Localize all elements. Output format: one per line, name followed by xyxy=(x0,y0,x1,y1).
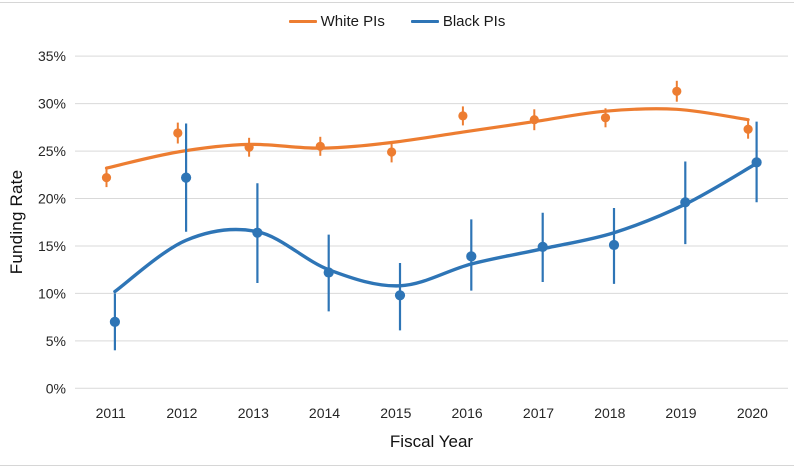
data-point-black-pis-2013 xyxy=(252,227,263,238)
data-point-white-pis-2016 xyxy=(458,111,468,121)
data-point-black-pis-2012 xyxy=(181,172,192,183)
data-point-black-pis-2018 xyxy=(608,239,620,251)
y-tick-label: 30% xyxy=(38,96,66,112)
x-tick-label-2013: 2013 xyxy=(238,405,269,421)
data-point-black-pis-2011 xyxy=(109,316,120,327)
x-tick-label-2012: 2012 xyxy=(166,405,197,421)
white-pis-line-swatch xyxy=(288,19,317,23)
data-point-white-pis-2014 xyxy=(315,141,325,151)
data-point-white-pis-2011 xyxy=(101,173,112,183)
y-tick-label: 10% xyxy=(38,285,66,301)
x-tick-label-2014: 2014 xyxy=(309,405,340,421)
data-point-white-pis-2020 xyxy=(743,124,753,134)
black-pis-line-swatch xyxy=(410,19,439,23)
x-tick-label-2020: 2020 xyxy=(737,405,768,421)
y-tick-label: 0% xyxy=(46,380,66,396)
y-tick-label: 25% xyxy=(38,143,66,159)
data-point-black-pis-2014 xyxy=(323,267,334,278)
data-point-black-pis-2020 xyxy=(751,157,762,168)
data-point-black-pis-2016 xyxy=(466,251,477,262)
data-point-white-pis-2018 xyxy=(600,113,611,123)
y-tick-label: 20% xyxy=(38,191,66,207)
y-axis-title: Funding Rate xyxy=(7,169,26,275)
x-tick-label-2018: 2018 xyxy=(594,405,625,421)
chart-legend: White PIs Black PIs xyxy=(0,8,794,34)
legend-item-black-pis: Black PIs xyxy=(410,12,506,30)
x-tick-label-2017: 2017 xyxy=(523,405,554,421)
x-tick-label-2019: 2019 xyxy=(665,405,696,421)
legend-label-white-pis: White PIs xyxy=(320,12,385,30)
data-point-black-pis-2019 xyxy=(680,197,691,208)
trend-line-black-pis xyxy=(113,161,759,294)
data-point-white-pis-2015 xyxy=(387,147,397,157)
data-point-white-pis-2012 xyxy=(173,128,183,138)
y-tick-label: 5% xyxy=(46,333,66,349)
data-point-white-pis-2019 xyxy=(672,86,682,96)
legend-label-black-pis: Black PIs xyxy=(442,12,506,30)
legend-item-white-pis: White PIs xyxy=(288,12,385,30)
data-point-black-pis-2015 xyxy=(394,290,406,301)
data-point-white-pis-2017 xyxy=(529,115,539,125)
figure-top-border xyxy=(0,2,794,3)
y-tick-label: 35% xyxy=(38,48,66,64)
data-point-white-pis-2013 xyxy=(244,142,254,152)
x-tick-label-2016: 2016 xyxy=(452,405,483,421)
x-axis-title: Fiscal Year xyxy=(389,432,474,451)
data-point-black-pis-2017 xyxy=(537,241,548,252)
figure-bottom-border xyxy=(0,465,794,466)
y-tick-label: 15% xyxy=(38,238,66,254)
x-tick-label-2015: 2015 xyxy=(380,405,411,421)
trend-line-white-pis xyxy=(104,107,750,170)
x-tick-label-2011: 2011 xyxy=(96,405,126,421)
